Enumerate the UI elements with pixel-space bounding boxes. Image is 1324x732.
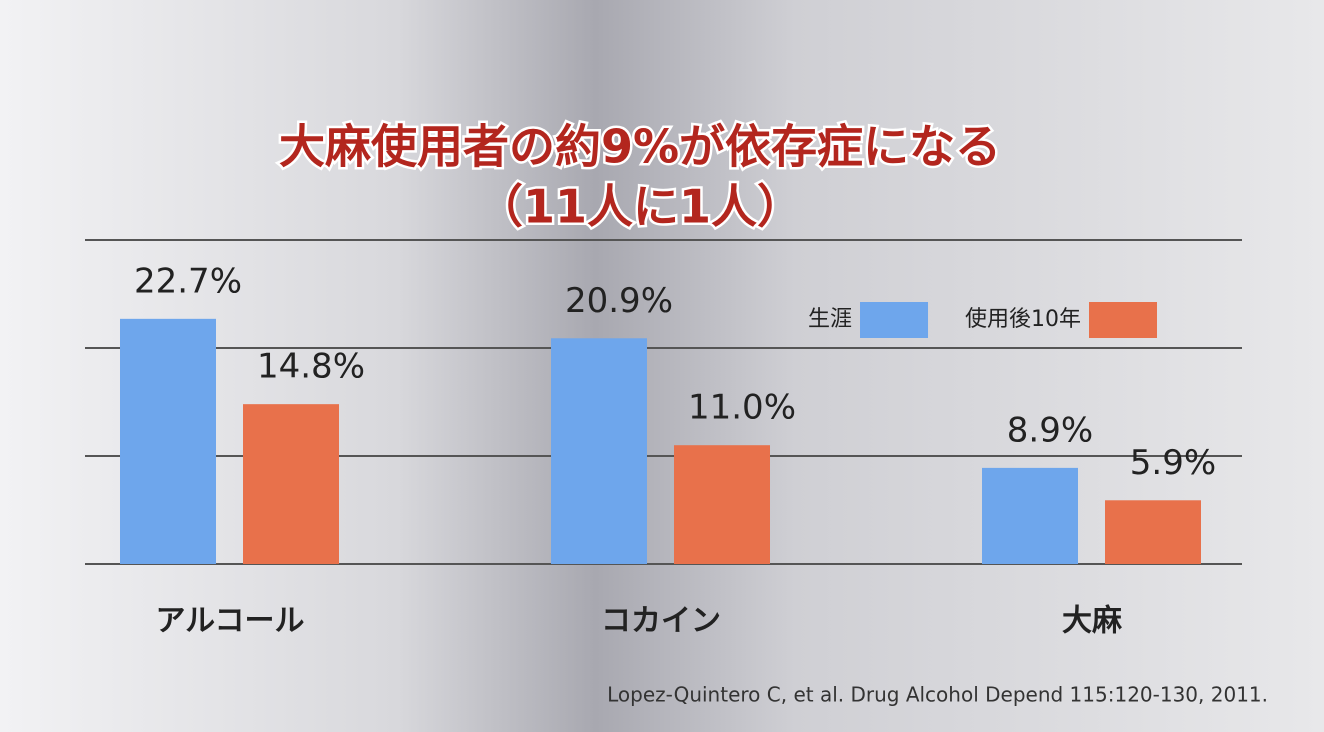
bar — [551, 338, 647, 564]
x-tick-label: コカイン — [601, 604, 721, 639]
value-label: 14.8% — [257, 347, 365, 387]
value-label: 8.9% — [1007, 410, 1093, 450]
legend-swatch — [1089, 302, 1157, 338]
chart-subtitle: （11人に1人） — [477, 180, 803, 234]
value-label: 11.0% — [688, 388, 796, 428]
bar — [243, 404, 339, 564]
chart-title: 大麻使用者の約9%が依存症になる — [279, 120, 1001, 174]
bar — [120, 318, 216, 564]
source: Lopez-Quintero C, et al. Drug Alcohol De… — [607, 683, 1268, 707]
legend-swatch — [860, 302, 929, 338]
bar — [982, 467, 1078, 564]
value-label: 20.9% — [565, 281, 673, 321]
x-tick-label: 大麻 — [1062, 604, 1123, 639]
bar — [674, 445, 770, 564]
legend-label: 使用後10年 — [965, 307, 1081, 332]
x-tick-label: アルコール — [155, 604, 304, 639]
value-label: 22.7% — [134, 261, 242, 301]
value-label: 5.9% — [1130, 443, 1216, 483]
bar — [1105, 500, 1201, 564]
legend-label: 生涯 — [808, 307, 852, 332]
